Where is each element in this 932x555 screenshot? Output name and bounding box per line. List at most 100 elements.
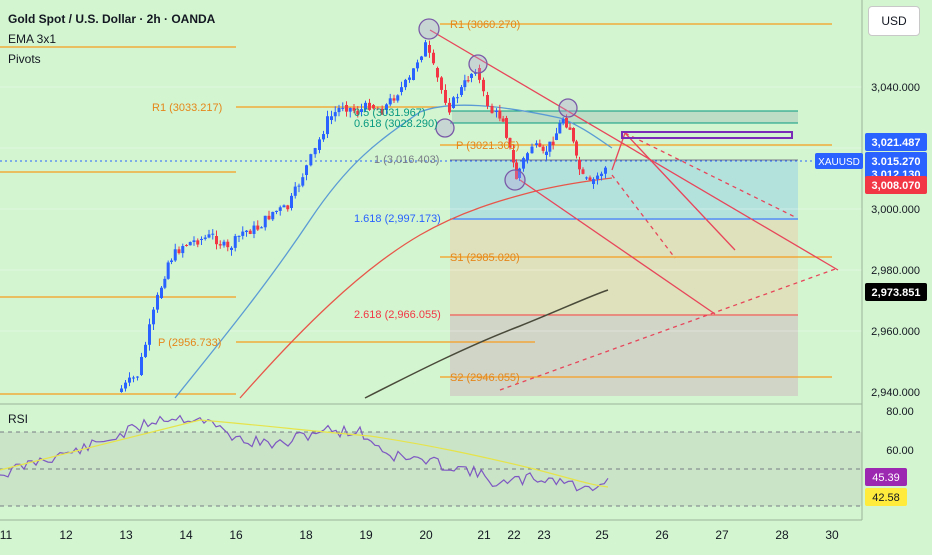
candle-body	[538, 143, 542, 147]
candle-body	[136, 376, 139, 378]
candle-body	[592, 179, 595, 184]
candle-body	[368, 102, 371, 110]
candle-body	[188, 242, 192, 246]
candle-body	[177, 249, 181, 254]
candle-body	[241, 231, 245, 236]
candle-body	[226, 241, 230, 248]
candle-body	[526, 153, 529, 160]
candle-body	[432, 52, 435, 64]
currency-button[interactable]: USD	[868, 6, 920, 36]
rsi-tick-label: 80.00	[886, 406, 914, 418]
target-zone-mid	[450, 220, 798, 316]
candle-body	[286, 205, 290, 210]
candle-body	[152, 309, 155, 325]
candle-body	[237, 235, 241, 237]
candle-body	[215, 236, 218, 245]
candle-body	[326, 116, 329, 135]
candle-body	[120, 388, 123, 392]
candle-body	[515, 162, 518, 180]
fib-label: 2.618 (2,966.055)	[354, 309, 441, 321]
grid	[0, 86, 862, 332]
x-tick-label: 28	[775, 528, 789, 542]
candle-body	[578, 160, 581, 170]
trend-lines	[429, 29, 839, 391]
price-axis[interactable]	[862, 0, 932, 550]
candle-body	[252, 225, 256, 234]
x-tick-label: 13	[119, 528, 133, 542]
candle-body	[163, 278, 167, 288]
rsi-ma-line	[0, 419, 609, 488]
candle-body	[360, 109, 363, 112]
candle-body	[482, 79, 485, 92]
candle-body	[245, 230, 248, 232]
candle-body	[376, 108, 380, 110]
price-badge: 3,008.070	[865, 176, 927, 194]
candle-body	[256, 225, 260, 230]
candle-body	[600, 173, 603, 176]
rsi-label[interactable]: RSI	[8, 412, 29, 426]
candle-body	[565, 118, 568, 128]
candle-body	[173, 249, 177, 261]
y-tick-label: 2,960.000	[871, 326, 920, 338]
candle-body	[548, 141, 552, 152]
price-badge: 2,973.851	[865, 283, 927, 301]
x-tick-label: 20	[419, 528, 433, 542]
candle-body	[404, 79, 407, 88]
price-badge-label: 3,021.487	[872, 137, 921, 149]
candle-body	[305, 165, 308, 175]
candle-body	[372, 105, 375, 109]
candle-body	[530, 146, 534, 154]
symbol-tag: XAUUSD	[815, 153, 863, 169]
fib-label: 0.5 (3031.967)	[354, 107, 426, 119]
candle-body	[448, 102, 451, 113]
symbol-tag-label: XAUUSD	[818, 157, 860, 168]
y-tick-label: 3,000.000	[871, 204, 920, 216]
fib-lines	[450, 110, 798, 316]
candle-body	[385, 104, 388, 110]
candle-body	[518, 168, 521, 178]
candle-body	[297, 185, 301, 187]
candle-body	[392, 98, 396, 101]
y-tick-label: 2,980.000	[871, 265, 920, 277]
candle-body	[275, 210, 278, 212]
candle-body	[558, 123, 562, 134]
candle-body	[572, 128, 575, 142]
candle-body	[337, 107, 341, 113]
price-badge: 3,021.487	[865, 133, 927, 151]
x-tick-label: 26	[655, 528, 669, 542]
fib-label: 1 (3,016.403)	[374, 154, 439, 166]
candle-body	[148, 324, 151, 345]
y-tick-label: 3,040.000	[871, 82, 920, 94]
x-tick-label: 18	[299, 528, 313, 542]
candle-body	[341, 107, 345, 109]
candle-body	[581, 169, 585, 174]
candle-body	[498, 110, 502, 119]
rsi-badge: 42.58	[865, 488, 907, 506]
candle-body	[278, 207, 282, 211]
candle-body	[380, 108, 384, 115]
resistance-box[interactable]	[621, 131, 793, 139]
candle-body	[260, 227, 263, 229]
ema-indicator-label[interactable]: EMA 3x1	[8, 32, 57, 46]
candle-body	[495, 110, 498, 112]
pivots-indicator-label[interactable]: Pivots	[8, 52, 41, 66]
candle-body	[170, 260, 173, 262]
candle-body	[396, 95, 400, 101]
candle-body	[290, 195, 293, 208]
candle-body	[144, 344, 147, 357]
candle-body	[416, 62, 419, 69]
candle-body	[400, 87, 403, 92]
candle-body	[309, 154, 313, 166]
candle-body	[333, 112, 337, 117]
symbol-tag-bg	[815, 153, 863, 169]
candle-body	[388, 98, 392, 105]
candle-body	[356, 110, 360, 115]
candle-body	[124, 382, 127, 389]
pivot-label: S2 (2946.055)	[450, 372, 520, 384]
candle-body	[522, 158, 525, 169]
candle-body	[128, 377, 131, 383]
candle-body	[501, 118, 505, 122]
candle-body	[545, 151, 548, 155]
